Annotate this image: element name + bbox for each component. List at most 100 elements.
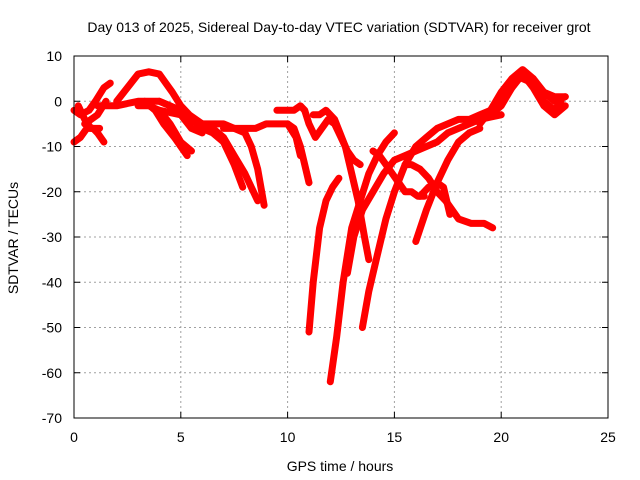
y-tick-label: -20 xyxy=(42,184,62,200)
plus-marker xyxy=(167,102,174,109)
plus-marker xyxy=(371,264,378,271)
plus-marker xyxy=(373,256,380,263)
plus-marker xyxy=(301,161,308,168)
plus-marker xyxy=(353,226,360,233)
plus-marker xyxy=(406,154,413,161)
plus-marker xyxy=(451,146,458,153)
plus-marker xyxy=(306,179,312,186)
plus-marker xyxy=(107,80,114,87)
plus-marker xyxy=(498,111,505,118)
plus-marker xyxy=(384,212,391,218)
plus-marker xyxy=(323,107,329,114)
plus-marker xyxy=(476,120,483,127)
plus-marker xyxy=(420,214,427,221)
plus-marker xyxy=(342,143,349,150)
data-series xyxy=(70,66,569,386)
plus-marker xyxy=(96,108,103,115)
plus-marker xyxy=(523,77,530,84)
plus-marker xyxy=(335,175,342,182)
plus-marker xyxy=(430,128,437,135)
plus-marker xyxy=(514,77,521,84)
plus-marker xyxy=(327,187,334,194)
plus-marker xyxy=(152,70,159,77)
plus-marker xyxy=(142,69,149,76)
series-pass-9 xyxy=(155,97,247,191)
plus-marker xyxy=(417,166,423,173)
plus-marker xyxy=(437,136,444,142)
plus-marker xyxy=(243,133,250,140)
plus-marker xyxy=(462,122,469,129)
plus-marker xyxy=(412,238,419,245)
x-tick-label: 25 xyxy=(600,429,616,445)
plus-marker xyxy=(446,153,453,160)
plus-marker xyxy=(398,154,405,161)
plus-marker xyxy=(374,252,381,259)
plus-marker xyxy=(300,158,307,164)
plus-marker xyxy=(336,128,343,134)
y-tick-label: -60 xyxy=(42,365,62,381)
plus-marker xyxy=(365,256,372,263)
plus-marker xyxy=(491,108,498,115)
plus-marker xyxy=(551,111,558,118)
plus-marker xyxy=(391,188,398,195)
plus-marker xyxy=(491,100,498,107)
plus-marker xyxy=(231,161,238,168)
plus-marker xyxy=(170,104,177,111)
plus-marker xyxy=(503,82,510,89)
plus-marker xyxy=(382,215,389,222)
plus-marker xyxy=(440,184,447,191)
plus-marker xyxy=(419,137,426,144)
plus-marker xyxy=(459,136,465,142)
plus-marker xyxy=(80,113,87,119)
plus-marker xyxy=(318,217,325,224)
plus-marker xyxy=(416,226,423,233)
plus-marker xyxy=(182,149,189,156)
plus-marker xyxy=(388,160,395,167)
plus-marker xyxy=(350,234,357,240)
plus-marker xyxy=(234,169,240,176)
plus-marker xyxy=(442,192,449,198)
plus-marker xyxy=(168,131,175,138)
plus-marker xyxy=(355,218,362,225)
plus-marker xyxy=(320,209,327,216)
plus-marker xyxy=(309,127,316,134)
plus-marker xyxy=(441,122,448,129)
plus-marker xyxy=(451,117,458,124)
plus-marker xyxy=(562,102,569,109)
series-pass-16 xyxy=(309,106,373,264)
x-tick-label: 20 xyxy=(493,429,509,445)
plus-marker xyxy=(372,156,379,163)
plus-marker xyxy=(451,126,458,133)
series-pass-27 xyxy=(519,75,569,105)
plus-marker xyxy=(469,128,476,135)
plus-marker xyxy=(362,182,369,189)
plus-marker xyxy=(381,223,387,230)
plus-marker xyxy=(462,132,469,139)
plus-marker xyxy=(284,120,291,127)
plus-marker xyxy=(113,98,120,105)
plus-marker xyxy=(365,196,372,202)
plus-marker xyxy=(323,197,329,204)
plus-marker xyxy=(297,143,304,150)
plus-marker xyxy=(423,206,430,213)
plus-marker xyxy=(417,193,423,200)
plus-marker xyxy=(455,139,462,145)
plus-marker xyxy=(526,78,533,85)
plus-marker xyxy=(129,77,136,84)
plus-marker xyxy=(431,187,438,194)
plus-marker xyxy=(434,139,441,145)
plus-marker xyxy=(536,95,543,102)
plus-marker xyxy=(220,139,227,145)
plus-marker xyxy=(423,134,430,141)
plus-marker xyxy=(303,114,310,121)
plus-marker xyxy=(364,296,371,303)
plus-marker xyxy=(418,222,425,229)
plus-marker xyxy=(238,180,245,187)
y-tick-label: -70 xyxy=(42,410,62,426)
plus-marker xyxy=(148,104,155,111)
plus-marker xyxy=(94,111,101,118)
plus-marker xyxy=(503,91,510,98)
plus-marker xyxy=(390,192,397,199)
plus-marker xyxy=(494,112,501,119)
plus-marker xyxy=(380,170,387,177)
